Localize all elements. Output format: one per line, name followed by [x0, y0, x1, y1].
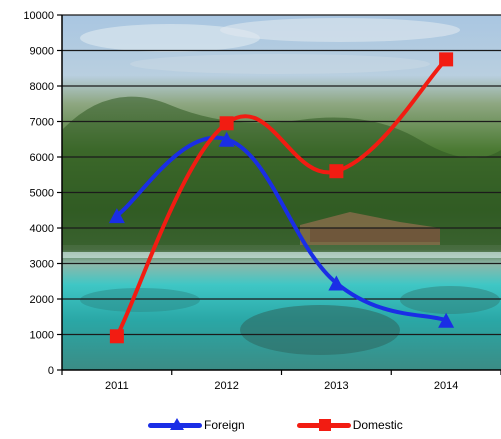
x-tick-label: 2012 — [214, 380, 238, 392]
data-point-foreign — [108, 208, 125, 224]
series — [108, 52, 455, 344]
y-tick-label: 6000 — [30, 152, 54, 164]
legend: Foreign Domestic — [148, 418, 455, 432]
y-tick-label: 10000 — [23, 10, 54, 22]
y-tick-label: 3000 — [30, 259, 54, 271]
legend-swatch-foreign — [148, 418, 202, 430]
grid-lines — [62, 14, 501, 336]
legend-item-foreign: Foreign — [148, 418, 245, 432]
data-point-domestic — [329, 164, 344, 179]
triangle-marker-icon — [170, 418, 184, 430]
data-point-foreign — [218, 131, 235, 147]
x-tick-label: 2011 — [105, 380, 129, 392]
data-point-domestic — [439, 52, 454, 67]
legend-item-domestic: Domestic — [296, 418, 403, 432]
y-tick-label: 1000 — [30, 330, 54, 342]
y-tick-label: 7000 — [30, 117, 54, 129]
x-tick-label: 2013 — [324, 380, 348, 392]
y-tick-label: 5000 — [30, 188, 54, 200]
x-tick-label: 2014 — [434, 380, 458, 392]
data-point-domestic — [109, 329, 124, 344]
y-tick-label: 8000 — [30, 81, 54, 93]
series-line-foreign — [114, 135, 449, 323]
legend-swatch-domestic — [296, 419, 351, 431]
legend-label-domestic: Domestic — [352, 418, 403, 432]
data-point-foreign — [328, 275, 345, 291]
y-tick-label: 9000 — [30, 46, 54, 58]
y-axis: 0 1000 2000 3000 4000 5000 6000 7000 8000 9000 100… — [23, 10, 62, 377]
x-axis: 2011 2012 2013 2014 — [61, 370, 501, 392]
square-marker-icon — [318, 419, 331, 431]
y-tick-label: 2000 — [30, 294, 54, 306]
data-point-domestic — [219, 116, 234, 131]
y-tick-label: 4000 — [30, 223, 54, 235]
y-tick-label: 0 — [48, 365, 54, 377]
legend-label-foreign: Foreign — [204, 418, 245, 432]
series-line-domestic — [114, 57, 449, 339]
data-point-foreign — [438, 312, 455, 328]
